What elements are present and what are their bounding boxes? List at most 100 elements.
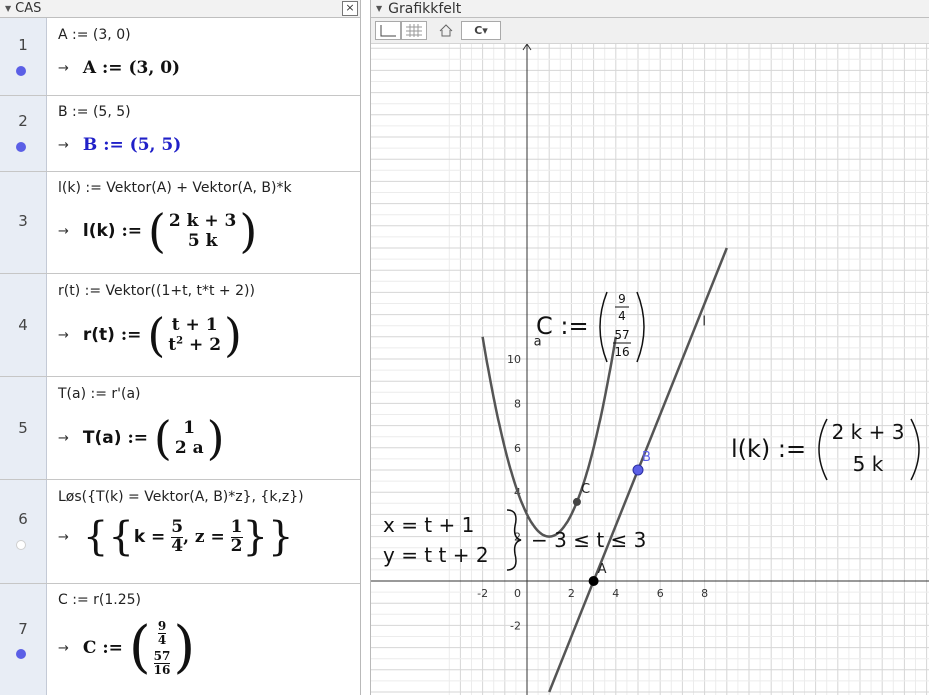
cas-input[interactable]: r(t) := Vektor((1+t, t*t + 2)) <box>58 283 255 299</box>
arrow-icon: → <box>58 327 69 343</box>
x-tick-label: -2 <box>477 587 488 600</box>
home-button[interactable] <box>435 21 457 40</box>
cas-row-3[interactable]: 3 l(k) := Vektor(A) + Vektor(A, B)*k → l… <box>0 172 360 274</box>
cas-input[interactable]: l(k) := Vektor(A) + Vektor(A, B)*k <box>58 180 292 196</box>
base: t <box>168 335 177 355</box>
arrow-icon: → <box>58 430 69 446</box>
row-number: 5 <box>18 419 28 437</box>
y-axis-arrow-icon <box>522 44 532 51</box>
close-icon[interactable]: × <box>342 1 358 16</box>
row-number-cell[interactable]: 4 <box>0 274 47 376</box>
cas-title-bar[interactable]: ▼ CAS × <box>0 0 360 18</box>
vector-component: 1 <box>183 417 196 438</box>
cas-row-2[interactable]: 2 B := (5, 5) → B := (5, 5) <box>0 96 360 172</box>
cas-input[interactable]: B := (5, 5) <box>58 104 131 120</box>
cas-input[interactable]: C := r(1.25) <box>58 592 141 608</box>
numerator: 57 <box>153 649 171 664</box>
visibility-toggle-icon[interactable] <box>16 649 26 659</box>
cas-row-4[interactable]: 4 r(t) := Vektor((1+t, t*t + 2)) → r(t) … <box>0 274 360 377</box>
axes-toggle-button[interactable] <box>375 21 401 40</box>
row-number-cell[interactable]: 6 <box>0 480 47 583</box>
graph-canvas[interactable]: -2 0 2 4 6 8 10 8 6 4 2 -2 a l A B C C := 9 4 57 16… <box>371 44 929 695</box>
graphics-panel: ▼ Grafikkfelt C▾ -2 0 2 4 6 8 10 8 6 4 2 -2 a l A <box>370 0 929 695</box>
collapse-triangle-icon[interactable]: ▼ <box>376 4 383 13</box>
cas-panel: ▼ CAS × 1 A := (3, 0) → A := (3, 0) 2 B … <box>0 0 361 695</box>
row-number: 2 <box>18 112 28 130</box>
cas-output: → r(t) := ( t + 1 t2 + 2 ) <box>58 308 242 362</box>
row-number-cell[interactable]: 5 <box>0 377 47 479</box>
row-number-cell[interactable]: 3 <box>0 172 47 273</box>
cas-row-6[interactable]: 6 Løs({T(k) = Vektor(A, B)*z}, {k,z}) → … <box>0 480 360 584</box>
exponent: 2 <box>176 335 184 347</box>
cas-input[interactable]: T(a) := r'(a) <box>58 386 141 402</box>
output-vector: t + 1 t2 + 2 <box>165 315 224 356</box>
row-number-cell[interactable]: 7 <box>0 584 47 695</box>
point-C[interactable] <box>572 497 581 506</box>
assign-symbol: := <box>102 638 123 659</box>
output-name: C <box>82 638 97 659</box>
cas-title: CAS <box>15 1 42 16</box>
text-l-vector[interactable]: l(k) := 2 k + 3 5 k <box>731 418 920 481</box>
x-tick-label: 8 <box>701 587 708 600</box>
visibility-toggle-icon[interactable] <box>16 66 26 76</box>
y-tick-label: 8 <box>514 397 521 410</box>
output-name: B <box>82 135 98 155</box>
row-number: 6 <box>18 510 28 528</box>
x-tick-label: 4 <box>612 587 619 600</box>
cas-input[interactable]: A := (3, 0) <box>58 27 131 43</box>
vector-component: t + 1 <box>171 314 218 335</box>
color-style-dropdown[interactable]: C▾ <box>461 21 501 40</box>
text-c-vector[interactable]: C := 9 4 57 16 <box>536 291 645 363</box>
visibility-toggle-icon[interactable] <box>16 142 26 152</box>
output-name: A <box>82 58 97 78</box>
output-name: r(t) <box>82 325 115 345</box>
graphics-title-bar[interactable]: ▼ Grafikkfelt <box>371 0 929 18</box>
row-number-cell[interactable]: 1 <box>0 18 47 95</box>
point-label-C: C <box>581 482 590 497</box>
row-number: 7 <box>18 620 28 638</box>
numerator: 5 <box>171 516 184 537</box>
grid-toggle-button[interactable] <box>401 21 427 40</box>
arrow-icon: → <box>58 223 69 239</box>
cas-input[interactable]: Løs({T(k) = Vektor(A, B)*z}, {k,z}) <box>58 489 304 505</box>
output-value: (3, 0) <box>128 58 181 78</box>
x-tick-label: 6 <box>657 587 664 600</box>
collapse-triangle-icon[interactable]: ▼ <box>5 4 12 13</box>
equals: = <box>151 527 166 547</box>
point-B[interactable] <box>632 464 644 476</box>
arrow-icon: → <box>58 137 69 153</box>
row-number-cell[interactable]: 2 <box>0 96 47 171</box>
y-tick-label: 6 <box>514 442 521 455</box>
cas-row-1[interactable]: 1 A := (3, 0) → A := (3, 0) <box>0 18 360 96</box>
fraction: 57 16 <box>153 649 171 677</box>
point-A[interactable] <box>588 576 599 586</box>
output-value: (5, 5) <box>129 135 182 155</box>
denominator: 16 <box>153 662 171 677</box>
var-z: z <box>194 527 205 547</box>
curve-label-a: a <box>534 335 542 350</box>
vector-component: 2 k + 3 <box>832 420 905 444</box>
home-icon <box>439 24 453 37</box>
visibility-toggle-icon[interactable] <box>16 540 26 550</box>
numerator: 9 <box>618 292 626 306</box>
color-style-icon: C <box>474 24 483 37</box>
vector-component: 2 k + 3 <box>168 210 237 231</box>
y-tick-label: 2 <box>514 531 521 544</box>
text-c-lhs: C := <box>536 312 589 340</box>
param-y: y = t t + 2 <box>383 543 489 567</box>
curve-a[interactable] <box>481 336 618 538</box>
grid-icon <box>406 24 422 37</box>
row-number: 1 <box>18 36 28 54</box>
graphics-title: Grafikkfelt <box>388 0 462 17</box>
param-x: x = t + 1 <box>383 513 474 537</box>
text-parametric[interactable]: x = t + 1 y = t t + 2 − 3 ≤ t ≤ 3 <box>383 509 646 571</box>
numerator: 57 <box>614 328 629 342</box>
